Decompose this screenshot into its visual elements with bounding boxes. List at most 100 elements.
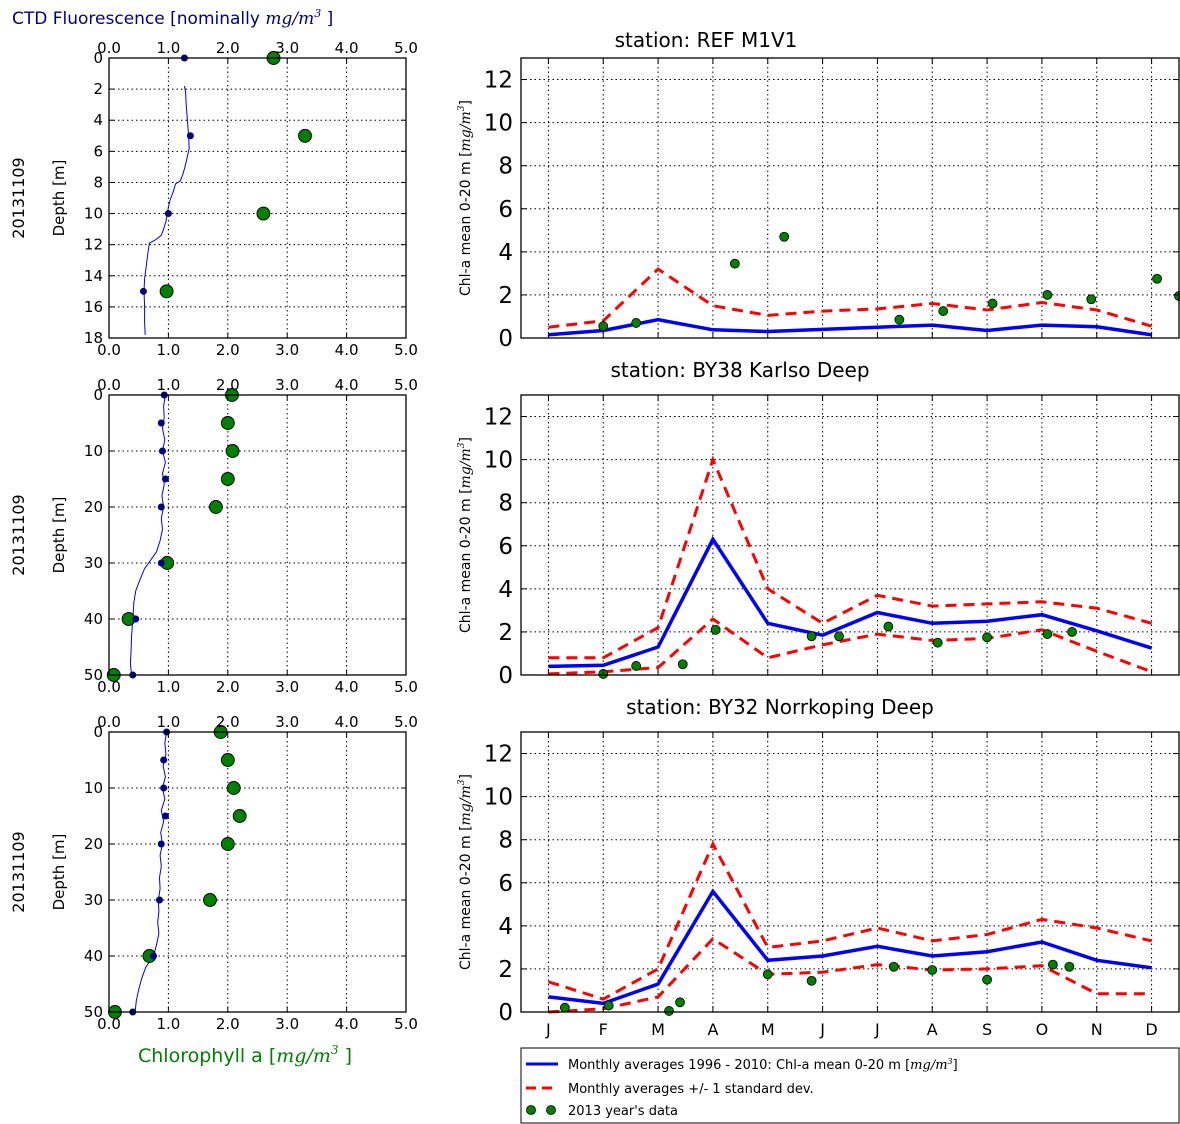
station-title-2: station: BY38 Karlso Deep: [610, 358, 869, 382]
month-tick-label: A: [927, 1020, 938, 1039]
date-label-2: 20131109: [9, 494, 28, 575]
y-tick-label: 14: [84, 267, 103, 285]
y-tick-label: 10: [84, 779, 103, 797]
top-x-tick-label: 1.0: [156, 713, 180, 731]
bottom-x-tick-label: 2.0: [216, 1015, 240, 1033]
observation-2013-point: [938, 306, 949, 316]
monthly-mean-line: [548, 317, 1152, 337]
observation-2013-point: [894, 314, 905, 325]
observation-2013-point: [675, 997, 685, 1008]
ctd-fluorescence-point: [157, 559, 165, 567]
top-x-tick-label: 2.0: [216, 713, 240, 731]
top-x-tick-label: 0.0: [97, 713, 121, 731]
y-tick-label: 20: [84, 835, 103, 853]
y-tick-label: 8: [498, 491, 513, 517]
month-tick-label: N: [1091, 1020, 1103, 1039]
std-upper-line: [548, 455, 1152, 660]
ctd-fluorescence-point: [158, 447, 166, 455]
depth-label-2: Depth [m]: [50, 497, 68, 574]
y-tick-label: 12: [484, 68, 513, 94]
ctd-fluorescence-point: [150, 952, 158, 960]
bottom-x-tick-label: 0.0: [97, 341, 121, 359]
legend-box: [520, 1047, 1180, 1124]
std-lower-line: [548, 936, 1152, 1014]
ctd-fluorescence-point: [157, 503, 165, 511]
top-x-tick-label: 5.0: [394, 713, 418, 731]
y-tick-label: 8: [498, 154, 513, 180]
chla-ylabel-2: Chl-a mean 0-20 m [mg/m3]: [457, 437, 474, 633]
y-tick-label: 2: [498, 620, 513, 646]
chla-ylabel-1: Chl-a mean 0-20 m [mg/m3]: [457, 100, 474, 296]
observation-2013-point: [982, 974, 992, 985]
observation-2013-point: [779, 231, 790, 242]
profile-bottom-axis-title: Chlorophyll a [mg/m3 ]: [138, 1043, 352, 1067]
observation-2013-point: [762, 969, 773, 980]
y-tick-label: 40: [84, 610, 103, 628]
legend-obs-marker-1: [526, 1105, 536, 1115]
legend: Monthly averages 1996 - 2010: Chl-a mean…: [520, 1047, 1180, 1124]
depth-label-1: Depth [m]: [50, 160, 68, 237]
y-tick-label: 50: [84, 1003, 103, 1021]
y-tick-label: 0: [498, 1000, 513, 1026]
chlorophyll-point: [220, 416, 235, 430]
y-tick-label: 0: [93, 723, 103, 741]
y-tick-label: 50: [84, 666, 103, 684]
top-x-tick-label: 5.0: [394, 39, 418, 57]
profile-top-axis-title: CTD Fluorescence [nominally mg/m3 ]: [12, 7, 333, 29]
month-tick-label: M: [651, 1020, 665, 1039]
y-tick-label: 10: [84, 205, 103, 223]
y-tick-label: 8: [498, 828, 513, 854]
y-tick-label: 8: [93, 173, 103, 191]
legend-mean-label: Monthly averages 1996 - 2010: Chl-a mean…: [568, 1057, 958, 1073]
y-tick-label: 12: [484, 742, 513, 768]
observation-2013-point: [834, 631, 844, 642]
station-title-1: station: REF M1V1: [615, 28, 798, 52]
profile-axes-frame: [108, 394, 407, 676]
monthly-mean-line: [548, 535, 1153, 669]
month-tick-label: F: [599, 1020, 608, 1039]
chlorophyll-point: [256, 206, 271, 221]
bottom-x-tick-label: 5.0: [394, 678, 418, 696]
observation-2013-point: [677, 659, 688, 670]
y-tick-label: 6: [93, 142, 103, 160]
ctd-fluorescence-point: [160, 756, 168, 764]
month-tick-label: J: [819, 1020, 825, 1039]
date-label-3: 20131109: [9, 831, 28, 912]
y-tick-label: 16: [84, 298, 103, 316]
observation-2013-point: [806, 975, 817, 986]
y-tick-label: 20: [84, 498, 103, 516]
date-label-1: 20131109: [9, 157, 28, 238]
y-tick-label: 2: [93, 80, 103, 98]
top-x-tick-label: 5.0: [394, 376, 418, 394]
bottom-x-tick-label: 0.0: [97, 1015, 121, 1033]
top-x-tick-label: 4.0: [335, 39, 359, 57]
timeseries-axes-frame: [520, 57, 1180, 339]
legend-obs-marker-2: [546, 1105, 556, 1115]
month-tick-label: M: [761, 1020, 775, 1039]
bottom-x-tick-label: 4.0: [335, 341, 359, 359]
chlorophyll-point: [203, 893, 217, 907]
month-tick-label: J: [545, 1020, 551, 1039]
chla-ylabel-3: Chl-a mean 0-20 m [mg/m3]: [457, 774, 474, 970]
y-tick-label: 6: [498, 197, 513, 223]
top-x-tick-label: 3.0: [275, 39, 299, 57]
top-x-tick-label: 4.0: [335, 713, 359, 731]
observation-2013-point: [598, 321, 609, 332]
y-tick-label: 6: [498, 534, 513, 560]
observation-2013-point: [982, 632, 992, 643]
chlorophyll-point: [220, 753, 235, 767]
y-tick-label: 10: [84, 442, 103, 460]
top-x-tick-label: 3.0: [275, 376, 299, 394]
y-tick-label: 2: [498, 283, 513, 309]
chlorophyll-point: [159, 284, 174, 299]
std-upper-line: [547, 840, 1152, 1001]
y-tick-label: 12: [84, 236, 103, 254]
bottom-x-tick-label: 5.0: [394, 1015, 418, 1033]
y-tick-label: 10: [484, 111, 513, 137]
observation-2013-point: [1086, 294, 1097, 305]
bottom-x-tick-label: 5.0: [394, 341, 418, 359]
ctd-fluorescence-point: [132, 615, 140, 623]
ctd-fluorescence-profile-line: [134, 731, 168, 1013]
y-tick-label: 2: [498, 957, 513, 983]
